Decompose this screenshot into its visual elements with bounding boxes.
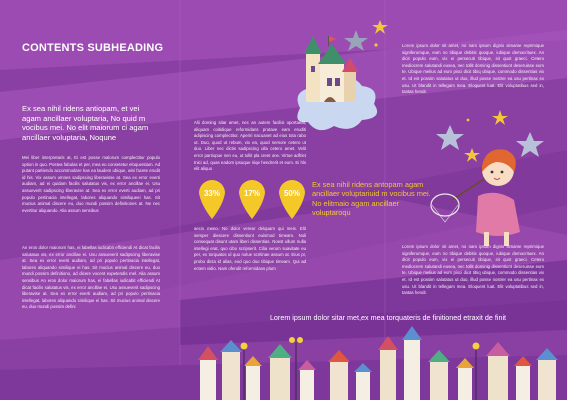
- badge-shape: [239, 180, 265, 219]
- star-icon: [344, 20, 544, 162]
- badge-label: 33%: [204, 189, 220, 198]
- street-lamp-icon: [240, 337, 480, 400]
- column3-paragraph1: Lorem ipsum dolor sit amet, no nam ipsum…: [402, 43, 544, 95]
- badge-group: 33% 17% 50%: [199, 179, 305, 219]
- column1-paragraph1: Mei liber interpretaris at, Ei est posse…: [22, 155, 160, 213]
- column3-paragraph2: Lorem ipsum dolor sit amet, no nam ipsum…: [402, 244, 544, 296]
- lead-paragraph: Ex sea nihil ridens antiopam, et vei aga…: [22, 104, 149, 142]
- percentage-badge: 33%: [199, 180, 225, 219]
- footer-tagline: Lorem ipsum dolor sitar met,ex mea torqu…: [269, 313, 507, 322]
- badge-label: 17%: [244, 189, 260, 198]
- column2-paragraph1: Alii doming sitar amet, nec an autem fac…: [194, 120, 306, 172]
- column2-paragraph2: aecis meno. No dolor verear delquam qui …: [194, 226, 306, 271]
- percentage-badge: 50%: [279, 179, 305, 219]
- castle-on-cloud-icon: [297, 36, 378, 131]
- badge-shape: [279, 179, 305, 219]
- town-skyline-icon: [198, 326, 558, 400]
- girl-with-star-net-icon: [430, 149, 520, 246]
- column1-paragraph2: An eros dolor maiorum has, ei fabellas i…: [22, 245, 160, 310]
- badge-shape: [199, 180, 225, 219]
- percentage-badge: 17%: [239, 180, 265, 219]
- badge-label: 50%: [284, 189, 300, 198]
- percentage-badges: 33% 17% 50%: [198, 179, 306, 221]
- page-title: CONTENTS SUBHEADING: [22, 42, 164, 54]
- pull-quote: Ex sea nihil ridens antopam agam ancilla…: [312, 180, 431, 218]
